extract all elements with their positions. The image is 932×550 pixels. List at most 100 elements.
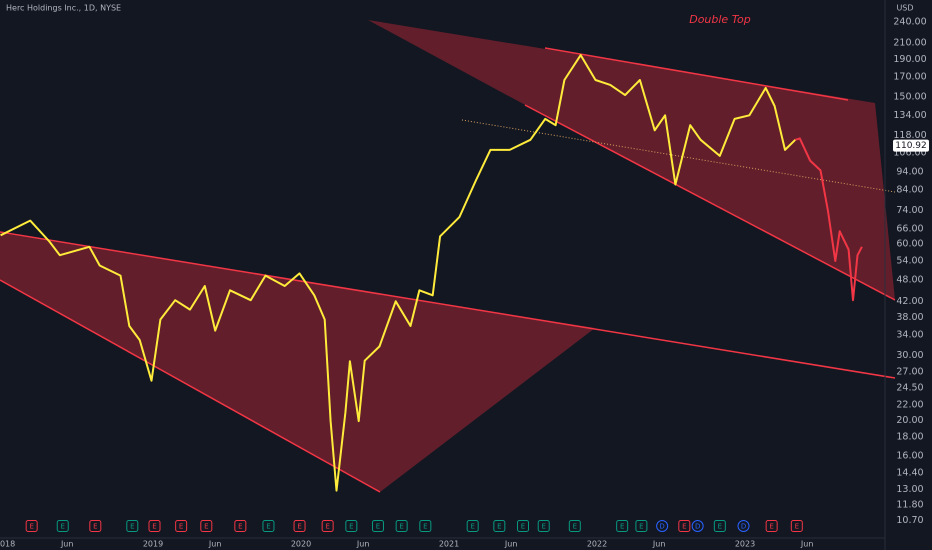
y-tick-label: 30.00 <box>896 350 923 361</box>
dotted-line <box>461 119 896 193</box>
event-label: E <box>204 523 208 531</box>
x-tick-label: Jun <box>504 540 518 549</box>
y-tick-label: 84.00 <box>896 185 923 196</box>
event-marker <box>635 520 648 532</box>
event-label: E <box>521 523 525 531</box>
event-label: D <box>695 523 700 531</box>
event-marker <box>537 520 550 532</box>
x-tick-label: 2020 <box>291 540 311 549</box>
event-marker <box>656 520 669 532</box>
event-marker <box>616 520 629 532</box>
trend-line <box>0 231 896 379</box>
y-tick-label: 106.00 <box>893 147 926 158</box>
annotation: Double Top <box>689 13 751 26</box>
y-tick-label: 10.70 <box>896 515 923 526</box>
event-marker <box>200 520 213 532</box>
event-label: E <box>238 523 242 531</box>
event-marker <box>234 520 247 532</box>
x-tick-label: Jun <box>652 540 666 549</box>
wedge-fill <box>0 233 595 492</box>
y-tick-label: 16.00 <box>896 451 923 462</box>
y-tick-label: 34.00 <box>896 330 923 341</box>
event-marker <box>419 520 432 532</box>
event-label: E <box>497 523 501 531</box>
event-label: E <box>266 523 270 531</box>
event-marker <box>691 520 704 532</box>
price-line <box>0 54 797 492</box>
event-label: E <box>376 523 380 531</box>
trend-line <box>524 104 896 301</box>
event-marker <box>56 520 69 532</box>
event-label: E <box>682 523 686 531</box>
y-tick-label: 74.00 <box>896 205 923 216</box>
event-marker <box>790 520 803 532</box>
price-label: 110.92 <box>895 141 927 151</box>
x-tick-label: Jun <box>356 540 370 549</box>
event-label: E <box>470 523 474 531</box>
event-marker <box>765 520 778 532</box>
y-tick-label: 24.50 <box>896 382 923 393</box>
event-marker <box>345 520 358 532</box>
event-marker <box>371 520 384 532</box>
x-tick-label: 2018 <box>0 540 15 549</box>
event-marker <box>568 520 581 532</box>
x-tick-label: Jun <box>208 540 222 549</box>
y-tick-label: 20.00 <box>896 415 923 426</box>
event-label: E <box>399 523 403 531</box>
event-marker <box>678 520 691 532</box>
event-marker <box>517 520 530 532</box>
event-label: E <box>325 523 329 531</box>
event-label: D <box>741 523 746 531</box>
event-marker <box>175 520 188 532</box>
price-line <box>795 137 863 302</box>
y-tick-label: 54.00 <box>896 256 923 267</box>
y-tick-label: 190.00 <box>893 54 926 65</box>
y-tick-label: 60.00 <box>896 239 923 250</box>
event-label: E <box>423 523 427 531</box>
trend-line <box>0 279 381 493</box>
y-tick-label: 210.00 <box>893 38 926 49</box>
y-tick-label: 27.00 <box>896 367 923 378</box>
y-tick-label: 240.00 <box>893 16 926 27</box>
trend-line <box>544 47 849 101</box>
chart-title: Herc Holdings Inc., 1D, NYSE <box>6 4 121 13</box>
y-tick-label: 38.00 <box>896 312 923 323</box>
y-tick-label: 150.00 <box>893 92 926 103</box>
event-marker <box>466 520 479 532</box>
event-marker <box>148 520 161 532</box>
y-tick-label: 18.00 <box>896 432 923 443</box>
event-label: E <box>620 523 624 531</box>
event-marker <box>89 520 102 532</box>
event-label: E <box>639 523 643 531</box>
event-label: E <box>573 523 577 531</box>
x-tick-label: 2019 <box>143 540 163 549</box>
x-tick-label: 2023 <box>735 540 755 549</box>
y-tick-label: 14.40 <box>896 467 923 478</box>
y-tick-label: 170.00 <box>893 72 926 83</box>
x-tick-label: 2021 <box>439 540 459 549</box>
event-label: E <box>718 523 722 531</box>
x-tick-label: Jun <box>800 540 814 549</box>
y-tick-label: 42.00 <box>896 296 923 307</box>
event-label: E <box>130 523 134 531</box>
event-label: E <box>152 523 156 531</box>
event-marker <box>395 520 408 532</box>
event-label: E <box>795 523 799 531</box>
event-label: E <box>93 523 97 531</box>
y-tick-label: 134.00 <box>893 110 926 121</box>
y-tick-label: 48.00 <box>896 274 923 285</box>
event-label: E <box>179 523 183 531</box>
event-label: E <box>542 523 546 531</box>
y-tick-label: 11.80 <box>896 499 923 510</box>
event-marker <box>493 520 506 532</box>
series-layer <box>0 54 863 492</box>
x-tick-label: Jun <box>60 540 74 549</box>
event-label: E <box>297 523 301 531</box>
event-marker <box>321 520 334 532</box>
event-marker <box>713 520 726 532</box>
y-tick-label: 13.00 <box>896 484 923 495</box>
event-label: E <box>349 523 353 531</box>
event-label: E <box>29 523 33 531</box>
price-label-box <box>893 139 929 152</box>
